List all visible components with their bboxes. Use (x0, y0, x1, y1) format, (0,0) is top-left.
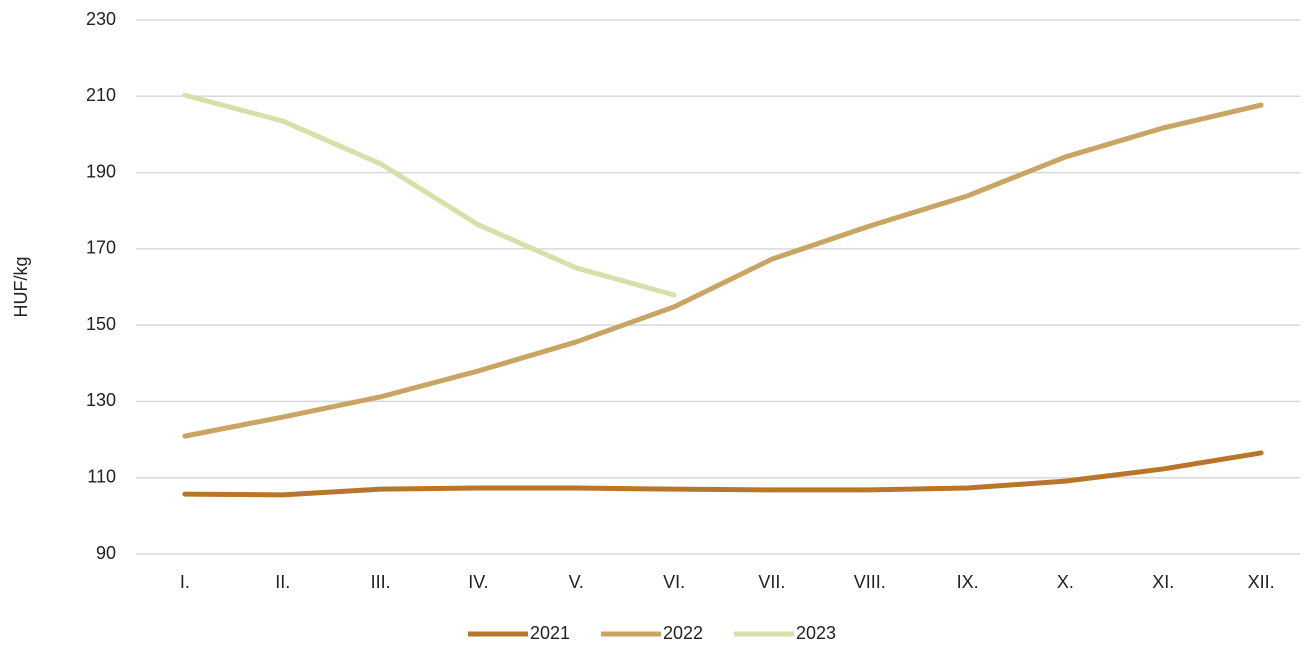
y-tick-label: 110 (87, 466, 116, 486)
x-tick-label: I. (180, 572, 190, 592)
x-tick-label: XII. (1248, 572, 1275, 592)
legend-label: 2022 (663, 623, 703, 643)
y-tick-label: 210 (86, 85, 116, 105)
x-tick-label: III. (371, 572, 391, 592)
y-tick-label: 170 (86, 238, 116, 258)
x-tick-label: IX. (957, 572, 979, 592)
y-tick-label: 230 (86, 9, 116, 29)
x-tick-label: VII. (758, 572, 785, 592)
y-tick-label: 90 (96, 543, 116, 563)
x-tick-label: VIII. (854, 572, 886, 592)
y-tick-label: 150 (86, 314, 116, 334)
x-tick-label: II. (275, 572, 290, 592)
x-tick-label: XI. (1152, 572, 1174, 592)
y-tick-label: 190 (86, 161, 116, 181)
series-line (182, 92, 677, 298)
series-line (182, 450, 1264, 498)
x-tick-label: X. (1057, 572, 1074, 592)
y-tick-label: 130 (86, 390, 116, 410)
x-tick-label: IV. (468, 572, 488, 592)
x-tick-label: V. (569, 572, 584, 592)
legend-label: 2023 (796, 623, 836, 643)
series-line (182, 102, 1264, 439)
legend-label: 2021 (530, 623, 570, 643)
x-tick-label: VI. (663, 572, 685, 592)
y-axis-label: HUF/kg (11, 256, 31, 317)
